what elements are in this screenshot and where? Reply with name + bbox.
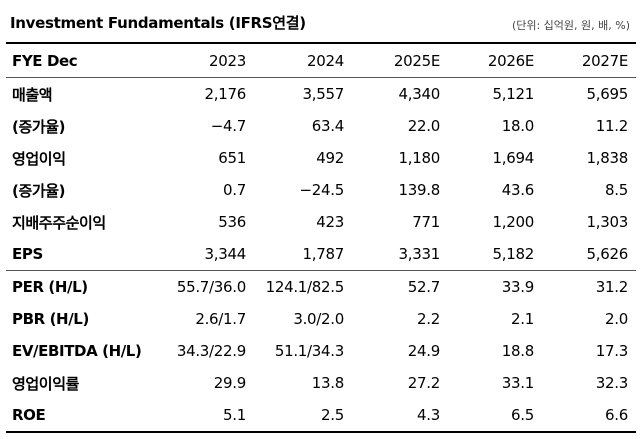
table-cell: 2.2 [417,310,440,328]
table-row: (증가율) 0.7 −24.5 139.8 43.6 8.5 [6,174,636,206]
table-cell: 6.5 [448,399,542,433]
table-row: PBR (H/L) 2.6/1.7 3.0/2.0 2.2 2.1 2.0 [6,303,636,335]
column-header-year: 2027E [542,42,636,78]
table-cell: 33.9 [448,270,542,303]
table-cell: 55.7/36.0 [158,270,254,303]
table-row: EV/EBITDA (H/L) 34.3/22.9 51.1/34.3 24.9… [6,335,636,367]
table-cell: 771 [412,213,440,231]
table-cell: 1,838 [586,149,629,167]
table-cell: 27.2 [407,374,441,392]
fundamentals-table: FYE Dec 2023 2024 2025E 2026E 2027E 매출액 … [6,42,636,433]
row-label: (증가율) [12,181,66,200]
table-cell: 4,340 [398,85,441,103]
table-cell: 6.6 [542,399,636,433]
table-cell: 124.1/82.5 [254,270,352,303]
unit-note: (단위: 십억원, 원, 배, %) [511,19,630,32]
table-cell: 5,182 [492,245,535,263]
table-cell: 1,787 [302,245,345,263]
table-cell: 2.6/1.7 [195,310,246,328]
table-cell: 13.8 [311,374,345,392]
table-cell: 52.7 [352,270,448,303]
table-cell: 63.4 [311,117,345,135]
table-cell: 29.9 [213,374,247,392]
table-cell: 1,303 [586,213,629,231]
table-title: Investment Fundamentals (IFRS연결) [10,14,306,32]
table-cell: 1,180 [398,149,441,167]
table-cell: 43.6 [501,181,535,199]
table-cell: 3,331 [398,245,441,263]
table-cell: 492 [316,149,344,167]
row-label: PER (H/L) [6,270,158,303]
table-row: EPS 3,344 1,787 3,331 5,182 5,626 [6,238,636,271]
table-cell: 18.8 [501,342,535,360]
table-cell: 5.1 [158,399,254,433]
table-cell: 33.1 [501,374,535,392]
column-header-year: 2026E [448,42,542,78]
table-cell: 22.0 [407,117,441,135]
table-cell: 31.2 [542,270,636,303]
table-cell: 34.3/22.9 [176,342,246,360]
table-cell: 3.0/2.0 [293,310,344,328]
table-cell: 18.0 [501,117,535,135]
table-cell: −4.7 [210,117,247,135]
row-label: PBR (H/L) [12,310,89,328]
table-row: 영업이익 651 492 1,180 1,694 1,838 [6,142,636,174]
row-label: 영업이익 [12,149,66,168]
table-cell: 2,176 [204,85,247,103]
table-cell: 1,694 [492,149,535,167]
header-row: FYE Dec 2023 2024 2025E 2026E 2027E [6,42,636,78]
row-label: (증가율) [12,117,66,136]
table-header-area: Investment Fundamentals (IFRS연결) (단위: 십억… [6,0,636,42]
row-label: 매출액 [12,85,53,104]
row-label: 영업이익률 [12,374,80,393]
row-label: EV/EBITDA (H/L) [12,342,142,360]
table-row: ROE 5.1 2.5 4.3 6.5 6.6 [6,399,636,433]
table-cell: 2.1 [511,310,534,328]
table-cell: 32.3 [595,374,629,392]
table-row: PER (H/L) 55.7/36.0 124.1/82.5 52.7 33.9… [6,270,636,303]
column-header-label: FYE Dec [6,42,158,78]
table-cell: 1,200 [492,213,535,231]
table-cell: 5,121 [492,85,535,103]
table-cell: 536 [218,213,246,231]
table-cell: 0.7 [223,181,246,199]
table-cell: 3,344 [204,245,247,263]
table-cell: 5,626 [586,245,629,263]
table-cell: 8.5 [605,181,628,199]
table-cell: 51.1/34.3 [274,342,344,360]
column-header-year: 2024 [254,42,352,78]
table-cell: 11.2 [595,117,629,135]
table-row: 영업이익률 29.9 13.8 27.2 33.1 32.3 [6,367,636,399]
table-cell: 24.9 [407,342,441,360]
table-cell: −24.5 [299,181,345,199]
table-cell: 5,695 [586,85,629,103]
table-cell: 3,557 [302,85,345,103]
table-cell: 423 [316,213,344,231]
row-label: EPS [12,245,43,263]
column-header-year: 2023 [158,42,254,78]
table-row: 매출액 2,176 3,557 4,340 5,121 5,695 [6,78,636,111]
table-cell: 4.3 [352,399,448,433]
table-cell: 651 [218,149,246,167]
table-cell: 2.5 [254,399,352,433]
table-row: (증가율) −4.7 63.4 22.0 18.0 11.2 [6,110,636,142]
row-label: ROE [6,399,158,433]
column-header-year: 2025E [352,42,448,78]
table-cell: 17.3 [595,342,629,360]
table-row: 지배주주순이익 536 423 771 1,200 1,303 [6,206,636,238]
row-label: 지배주주순이익 [12,213,106,232]
table-cell: 2.0 [605,310,628,328]
table-cell: 139.8 [398,181,441,199]
